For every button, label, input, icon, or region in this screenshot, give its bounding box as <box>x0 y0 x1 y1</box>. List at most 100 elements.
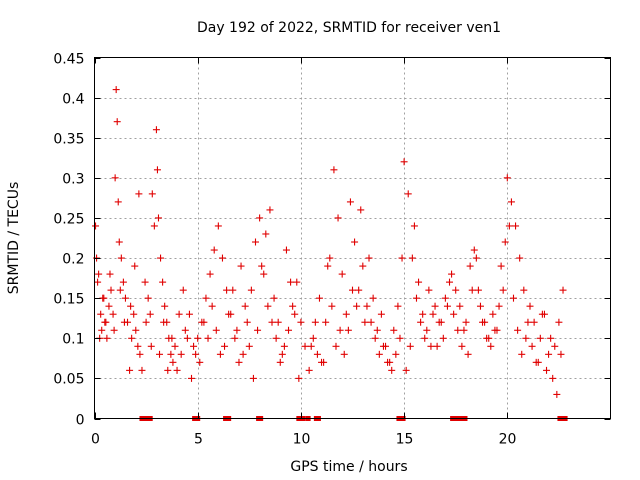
data-point <box>301 342 309 350</box>
data-point <box>534 358 542 366</box>
data-point <box>254 326 262 334</box>
data-point <box>371 334 379 342</box>
y-axis-label: SRMTID / TECUs <box>6 182 22 295</box>
data-point <box>340 350 348 358</box>
data-point <box>157 254 165 262</box>
data-point <box>487 342 495 350</box>
data-point <box>489 310 497 318</box>
data-point <box>120 318 128 326</box>
data-point <box>462 318 470 326</box>
data-point <box>346 198 354 206</box>
data-point <box>105 302 113 310</box>
data-point <box>183 334 191 342</box>
data-point <box>276 358 284 366</box>
chart-title: Day 192 of 2022, SRMTID for receiver ven… <box>197 20 501 36</box>
data-point <box>485 334 493 342</box>
data-point <box>547 334 555 342</box>
data-point <box>509 294 517 302</box>
data-point <box>512 222 520 230</box>
data-point <box>373 326 381 334</box>
data-point <box>342 310 350 318</box>
data-point <box>503 174 511 182</box>
data-point <box>130 310 138 318</box>
data-point <box>481 318 489 326</box>
y-tick-label: 0.45 <box>53 52 84 68</box>
data-point <box>239 350 247 358</box>
data-point <box>497 262 505 270</box>
data-point <box>518 350 526 358</box>
data-point <box>274 318 282 326</box>
data-point <box>117 254 125 262</box>
data-point <box>516 254 524 262</box>
data-point <box>406 342 414 350</box>
data-point <box>225 310 233 318</box>
data-point <box>553 390 561 398</box>
data-point <box>307 342 315 350</box>
data-point <box>171 342 179 350</box>
data-point <box>415 278 423 286</box>
data-point <box>313 350 321 358</box>
y-tick-label: 0.4 <box>62 92 84 108</box>
data-point <box>173 366 181 374</box>
data-point <box>338 270 346 278</box>
y-axis-ticks: 0 0.05 0.1 0.15 0.2 0.25 0.3 0.35 0.4 0.45 <box>53 52 611 429</box>
data-point <box>116 286 124 294</box>
data-point <box>285 326 293 334</box>
data-point <box>161 302 169 310</box>
data-point <box>134 342 142 350</box>
x-tick-label: 20 <box>499 432 517 448</box>
data-point <box>396 334 404 342</box>
data-point <box>289 302 297 310</box>
data-point <box>164 366 172 374</box>
data-point <box>214 222 222 230</box>
data-point <box>95 270 103 278</box>
data-point <box>514 326 522 334</box>
data-point <box>400 158 408 166</box>
data-point <box>365 254 373 262</box>
data-point <box>454 326 462 334</box>
data-point <box>382 342 390 350</box>
data-point <box>450 310 458 318</box>
data-point <box>218 254 226 262</box>
data-point <box>200 318 208 326</box>
data-point <box>202 294 210 302</box>
data-point <box>106 270 114 278</box>
data-point <box>474 286 482 294</box>
data-point <box>390 326 398 334</box>
y-tick-label: 0 <box>76 413 85 429</box>
data-point <box>297 318 305 326</box>
data-point <box>410 222 418 230</box>
data-point <box>522 334 530 342</box>
data-point <box>322 318 330 326</box>
data-point <box>398 254 406 262</box>
data-point <box>128 334 136 342</box>
data-point <box>156 350 164 358</box>
data-point <box>135 190 143 198</box>
data-point <box>530 318 538 326</box>
data-point <box>402 366 410 374</box>
data-point <box>113 118 121 126</box>
x-axis-ticks: 0 5 10 15 20 <box>91 57 517 448</box>
data-point <box>235 358 243 366</box>
data-point <box>121 294 129 302</box>
data-point <box>355 286 363 294</box>
data-point <box>353 302 361 310</box>
data-point <box>464 350 472 358</box>
data-point <box>264 302 272 310</box>
data-point <box>520 286 528 294</box>
y-tick-label: 0.2 <box>62 252 84 268</box>
data-point <box>268 318 276 326</box>
data-point <box>559 286 567 294</box>
data-point <box>458 342 466 350</box>
data-point <box>466 262 474 270</box>
data-point <box>258 262 266 270</box>
data-point <box>433 342 441 350</box>
data-point <box>216 350 224 358</box>
data-point <box>375 350 383 358</box>
data-point <box>107 286 115 294</box>
data-point <box>112 86 120 94</box>
data-point <box>103 334 111 342</box>
data-point <box>192 350 200 358</box>
data-point <box>468 286 476 294</box>
data-point <box>270 294 278 302</box>
